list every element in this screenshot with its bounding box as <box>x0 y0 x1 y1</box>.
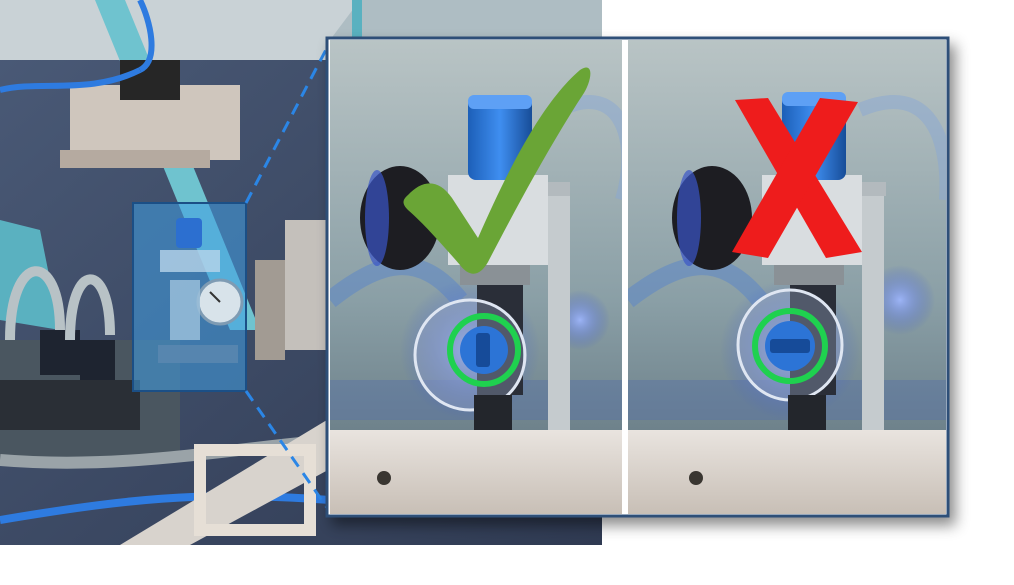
zoom-guide-lines <box>244 41 332 513</box>
checkmark-icon <box>403 67 591 274</box>
panel-correct <box>330 40 622 514</box>
source-highlight-box <box>132 202 247 392</box>
panel-divider <box>622 40 628 514</box>
highlight-ring-closed <box>752 308 828 384</box>
highlight-ring-open <box>447 313 521 387</box>
panel-incorrect <box>628 40 946 514</box>
x-mark-icon <box>732 98 862 258</box>
